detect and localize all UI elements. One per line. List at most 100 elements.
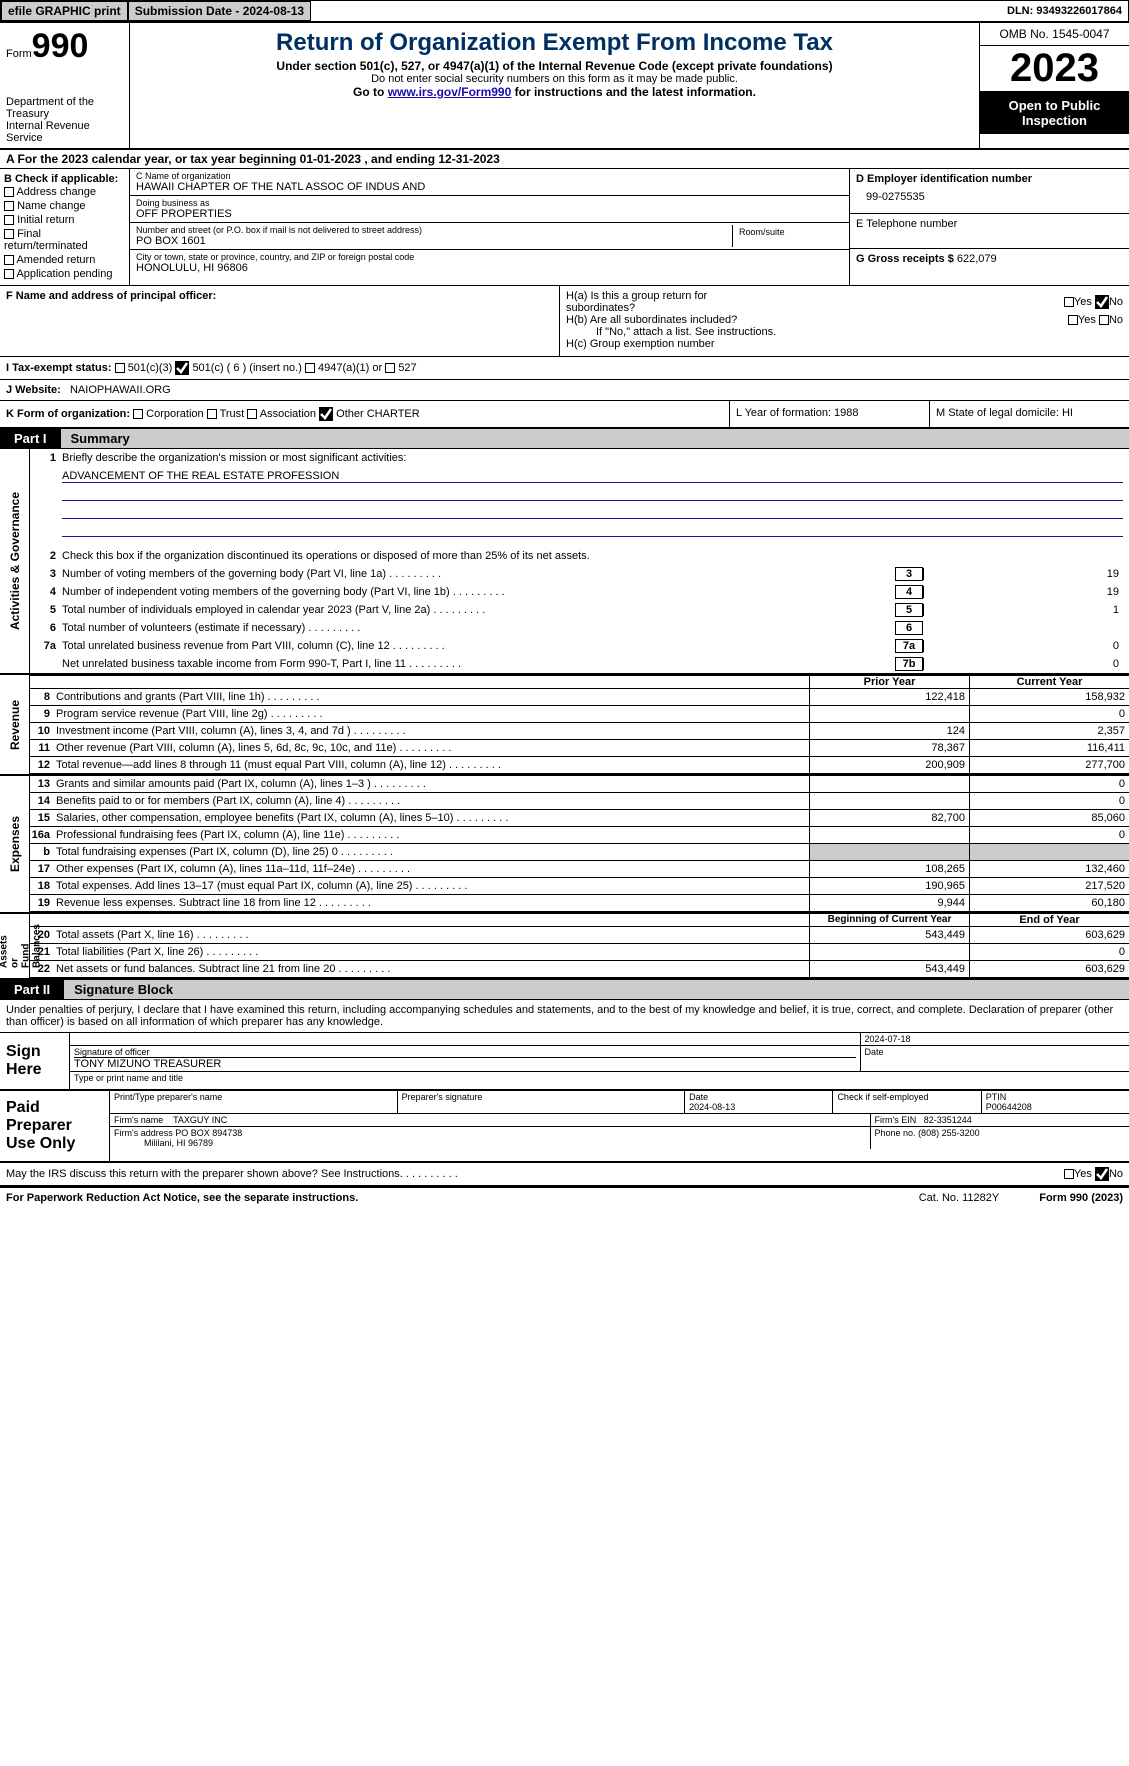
b-title: B Check if applicable: [4,173,125,185]
form-ref: Form 990 (2023) [1039,1192,1123,1204]
goto-line: Go to www.irs.gov/Form990 for instructio… [138,85,971,99]
form-subtitle: Under section 501(c), 527, or 4947(a)(1)… [138,59,971,73]
table-row: 15Salaries, other compensation, employee… [30,810,1129,827]
hdr-eoy: End of Year [969,914,1129,926]
table-row: 21Total liabilities (Part X, line 26)0 [30,944,1129,961]
table-row: 19Revenue less expenses. Subtract line 1… [30,895,1129,912]
l6: Total number of volunteers (estimate if … [62,622,895,634]
l3: Number of voting members of the governin… [62,568,895,580]
section-revenue: Revenue Prior YearCurrent Year 8Contribu… [0,675,1129,776]
paperwork-note: For Paperwork Reduction Act Notice, see … [6,1192,358,1204]
checkbox-checked-icon [319,407,333,421]
firm-addr2: Mililani, HI 96789 [144,1138,213,1148]
footer: For Paperwork Reduction Act Notice, see … [0,1187,1129,1208]
v4: 19 [923,586,1123,598]
chk-name-change: Name change [4,199,125,213]
k-label: K Form of organization: [6,408,130,420]
goto-post: for instructions and the latest informat… [511,85,756,99]
l4: Number of independent voting members of … [62,586,895,598]
k-other-val: CHARTER [367,408,420,420]
addr-label: Number and street (or P.O. box if mail i… [136,225,732,235]
chk-initial-return: Initial return [4,213,125,227]
table-row: 18Total expenses. Add lines 13–17 (must … [30,878,1129,895]
v3: 19 [923,568,1123,580]
section-expenses: Expenses 13Grants and similar amounts pa… [0,776,1129,914]
m-state: M State of legal domicile: HI [929,401,1129,427]
gross-receipts: 622,079 [957,253,997,265]
mission: ADVANCEMENT OF THE REAL ESTATE PROFESSIO… [62,470,1123,483]
row-k-l-m: K Form of organization: Corporation Trus… [0,401,1129,429]
table-row: 9Program service revenue (Part VIII, lin… [30,706,1129,723]
table-row: 14Benefits paid to or for members (Part … [30,793,1129,810]
vlabel-ag: Activities & Governance [8,492,22,630]
officer-name: TONY MIZUNO TREASURER [74,1057,856,1070]
k-trust: Trust [220,408,245,420]
open-to-public: Open to Public Inspection [980,92,1129,134]
col-b-checkboxes: B Check if applicable: Address change Na… [0,169,130,285]
hdr-current: Current Year [969,676,1129,688]
prep-date: 2024-08-13 [689,1102,735,1112]
table-row: 10Investment income (Part VIII, column (… [30,723,1129,740]
l7a: Total unrelated business revenue from Pa… [62,640,895,652]
row-j: J Website: NAIOPHAWAII.ORG [0,380,1129,401]
omb-number: OMB No. 1545-0047 [980,23,1129,46]
ein: 99-0275535 [856,185,1123,209]
v7b: 0 [923,658,1123,670]
sign-here-label: Sign Here [0,1033,70,1089]
col-d-e-g: D Employer identification number 99-0275… [849,169,1129,285]
i-label: I Tax-exempt status: [6,362,112,374]
checkbox-checked-icon [175,361,189,375]
k-assoc: Association [260,408,316,420]
table-row: 8Contributions and grants (Part VIII, li… [30,689,1129,706]
i-501c: 501(c) ( 6 ) (insert no.) [192,362,301,374]
firm-addr: PO BOX 894738 [175,1128,242,1138]
hdr-prior: Prior Year [809,676,969,688]
table-row: 16aProfessional fundraising fees (Part I… [30,827,1129,844]
table-row: 11Other revenue (Part VIII, column (A), … [30,740,1129,757]
officer-sig-label: Signature of officer [74,1047,856,1057]
city-label: City or town, state or province, country… [136,252,843,262]
hb-note: If "No," attach a list. See instructions… [566,326,1123,338]
sig-intro: Under penalties of perjury, I declare th… [0,1000,1129,1033]
goto-link[interactable]: www.irs.gov/Form990 [388,85,512,99]
table-row: bTotal fundraising expenses (Part IX, co… [30,844,1129,861]
name-title-label: Type or print name and title [70,1072,1129,1084]
city: HONOLULU, HI 96806 [136,262,843,274]
i-527: 527 [398,362,416,374]
paid-prep-label: Paid Preparer Use Only [0,1091,110,1161]
phone [856,230,1123,244]
col-h: H(a) Is this a group return for subordin… [560,286,1129,356]
section-netassets: Net Assets or Fund Balances Beginning of… [0,914,1129,980]
section-ag: Activities & Governance 1Briefly describ… [0,449,1129,675]
part1-header: Part I Summary [0,429,1129,449]
self-emp: Check if self-employed [833,1091,981,1113]
part2-header: Part II Signature Block [0,980,1129,1000]
prep-name-label: Print/Type preparer's name [110,1091,398,1113]
c-name-label: C Name of organization [136,171,843,181]
form-title: Return of Organization Exempt From Incom… [138,29,971,57]
cat-no: Cat. No. 11282Y [919,1192,1000,1204]
table-row: 20Total assets (Part X, line 16)543,4496… [30,927,1129,944]
checkbox-checked-icon [1095,1167,1109,1181]
prep-sig-label: Preparer's signature [398,1091,686,1113]
l2: Check this box if the organization disco… [62,550,1123,562]
tax-year: 2023 [980,46,1129,92]
col-c: C Name of organization HAWAII CHAPTER OF… [130,169,849,285]
sign-here-block: Sign Here 2024-07-18 Signature of office… [0,1033,1129,1091]
g-label: G Gross receipts $ [856,253,957,265]
row-a-taxyear: A For the 2023 calendar year, or tax yea… [0,150,1129,169]
row-i: I Tax-exempt status: 501(c)(3) 501(c) ( … [0,357,1129,380]
d-label: D Employer identification number [856,173,1123,185]
part1-title: Summary [61,429,1129,448]
ptin: P00644208 [986,1102,1032,1112]
j-label: J Website: [6,384,61,396]
dba: OFF PROPERTIES [136,208,843,220]
l7b: Net unrelated business taxable income fr… [62,658,895,670]
table-row: 12Total revenue—add lines 8 through 11 (… [30,757,1129,774]
l1-q: Briefly describe the organization's miss… [62,452,1123,464]
form-header: Form990 Department of the Treasury Inter… [0,23,1129,150]
part2-title: Signature Block [64,980,1129,999]
checkbox-checked-icon [1095,295,1109,309]
room-label: Room/suite [739,227,837,237]
date-label: Date [861,1046,1129,1071]
